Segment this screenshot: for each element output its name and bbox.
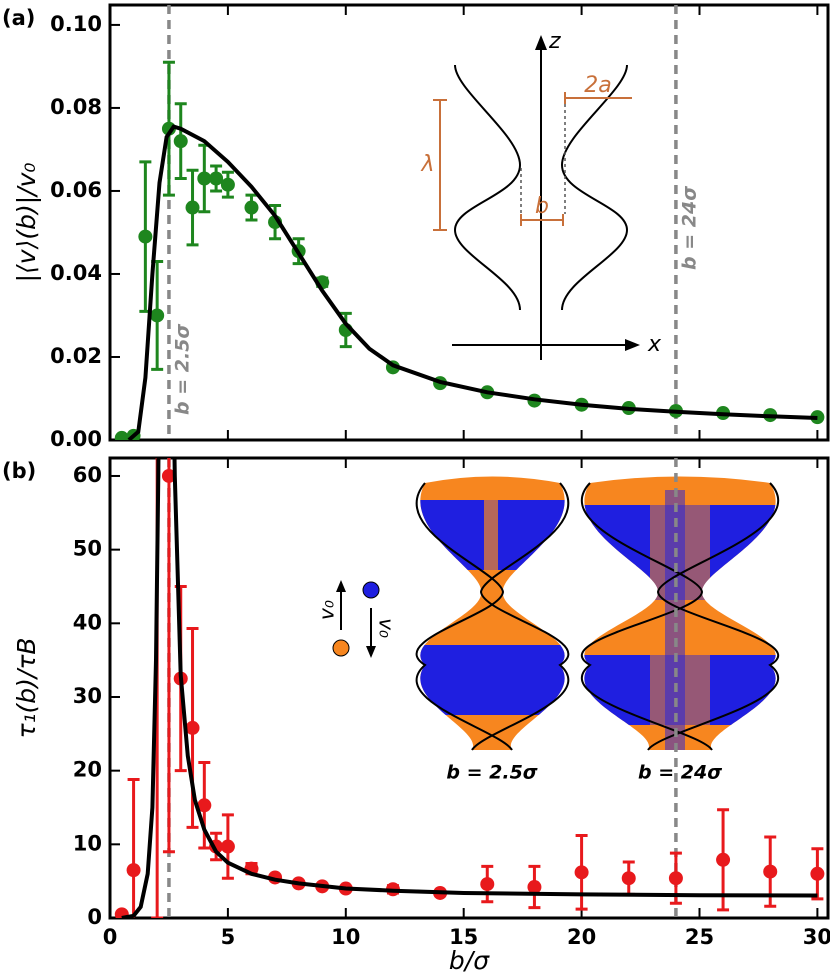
data-point (220, 177, 235, 192)
y-tick-label: 60 (73, 463, 102, 487)
data-point (161, 468, 176, 483)
reference-label: b = 2.5σ (171, 324, 193, 415)
inset-label: λ (420, 152, 434, 177)
data-point (480, 877, 495, 892)
inset-label: x (647, 332, 662, 357)
y-tick-label: 0.02 (50, 344, 102, 368)
inset-label: 2a (584, 73, 611, 98)
y-tick-label: 0.08 (50, 95, 102, 119)
error-bar (151, 458, 164, 918)
data-point (527, 880, 542, 895)
inset-label: v₀ (315, 600, 339, 620)
data-point (185, 720, 200, 735)
data-point (716, 852, 731, 867)
y-tick-label: 0.06 (50, 178, 102, 202)
data-point (668, 871, 683, 886)
y-tick-label: 10 (73, 831, 102, 855)
inset-snapshots (332, 476, 780, 751)
plot-area (114, 60, 825, 440)
data-point (209, 171, 224, 186)
data-point (763, 864, 778, 879)
data-point (114, 430, 129, 440)
data-point (197, 171, 212, 186)
y-tick-label: 20 (73, 758, 102, 782)
reference-label: b = 24σ (678, 186, 700, 270)
x-tick-label: 10 (331, 925, 360, 949)
y-tick-label: 30 (73, 684, 102, 708)
y-tick-label: 0.10 (50, 12, 102, 36)
plot-frame (108, 456, 830, 920)
x-tick-label: 15 (449, 925, 478, 949)
plot-frame (108, 3, 830, 442)
plot-area (114, 458, 825, 918)
fit-curve (121, 458, 818, 918)
panel-label: (b) (2, 459, 36, 483)
x-tick-label: 30 (803, 925, 830, 949)
inset-label: b (535, 194, 549, 219)
data-point (244, 200, 259, 215)
inset-label: z (548, 29, 561, 54)
inset-schematic (433, 35, 640, 360)
data-point (138, 229, 153, 244)
data-point (150, 308, 165, 323)
y-tick-label: 0.00 (50, 427, 102, 451)
x-tick-label: 0 (103, 925, 118, 949)
data-point (220, 839, 235, 854)
y-tick-label: 0 (87, 905, 102, 929)
y-tick-label: 40 (73, 610, 102, 634)
data-point (126, 863, 141, 878)
inset-label: b = 2.5σ (446, 762, 537, 784)
inset-label: b = 24σ (638, 762, 722, 784)
data-point (197, 798, 212, 813)
inset-label: v₀ (375, 618, 399, 638)
y-tick-label: 0.04 (50, 261, 102, 285)
x-tick-label: 25 (685, 925, 714, 949)
fit-curve (127, 124, 818, 440)
x-axis-label: b/σ (449, 946, 490, 975)
data-point (574, 865, 589, 880)
data-point (185, 200, 200, 215)
data-point (173, 134, 188, 149)
data-point (810, 866, 825, 881)
panel-label: (a) (2, 6, 35, 30)
data-point (621, 871, 636, 886)
y-axis-label: τ₁(b)/τB (12, 637, 41, 738)
x-tick-label: 5 (221, 925, 236, 949)
x-tick-label: 20 (567, 925, 596, 949)
y-tick-label: 50 (73, 537, 102, 561)
y-axis-label: |⟨v⟩(b)|/v₀ (12, 163, 41, 283)
